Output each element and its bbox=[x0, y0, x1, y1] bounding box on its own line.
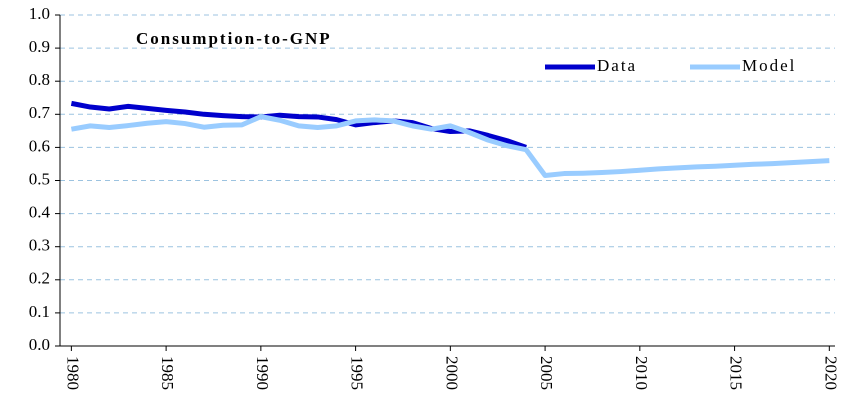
y-tick-label: 0.8 bbox=[29, 70, 50, 89]
legend-label: Data bbox=[597, 56, 637, 75]
x-tick-label: 1985 bbox=[158, 356, 177, 390]
y-tick-label: 0.1 bbox=[29, 302, 50, 321]
chart-title: Consumption-to-GNP bbox=[136, 29, 332, 48]
x-tick-label: 2000 bbox=[442, 356, 461, 390]
x-tick-label: 2015 bbox=[727, 356, 746, 390]
y-tick-label: 0.4 bbox=[29, 203, 51, 222]
x-tick-label: 1980 bbox=[63, 356, 82, 390]
y-tick-label: 0.3 bbox=[29, 236, 50, 255]
x-tick-label: 2005 bbox=[537, 356, 556, 390]
series-line bbox=[70, 114, 830, 179]
y-tick-label: 0.6 bbox=[29, 136, 50, 155]
x-tick-label: 2020 bbox=[821, 356, 840, 390]
x-tick-label: 2010 bbox=[632, 356, 651, 390]
y-tick-label: 0.2 bbox=[29, 269, 50, 288]
x-tick-label: 1995 bbox=[348, 356, 367, 390]
legend-label: Model bbox=[742, 56, 796, 75]
y-tick-label: 0.0 bbox=[29, 335, 50, 354]
y-tick-label: 0.9 bbox=[29, 37, 50, 56]
x-tick-label: 1990 bbox=[253, 356, 272, 390]
y-tick-label: 1.0 bbox=[29, 4, 50, 23]
y-tick-label: 0.5 bbox=[29, 169, 50, 188]
series-line bbox=[70, 100, 527, 150]
y-tick-label: 0.7 bbox=[29, 103, 51, 122]
